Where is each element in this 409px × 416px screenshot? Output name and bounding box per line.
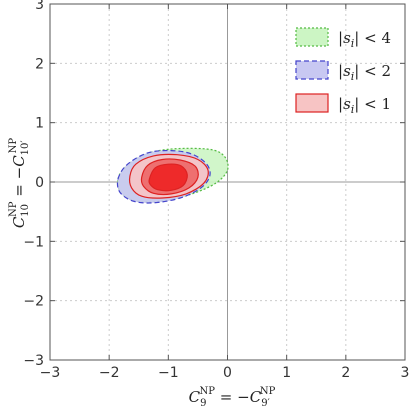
y-axis-label-sub: 10 xyxy=(20,204,31,217)
x-axis-label-rhs-sub: 9′ xyxy=(261,398,270,409)
legend-label-1: |si| < 4 xyxy=(338,29,391,50)
y-tick-label: 2 xyxy=(35,56,44,72)
contour-regions xyxy=(116,147,229,204)
zero-axes xyxy=(50,4,405,360)
legend-label-3: |si| < 1 xyxy=(338,95,391,116)
y-tick-label: 0 xyxy=(35,175,44,191)
x-axis-label-sup: NP xyxy=(200,386,216,397)
x-axis-label-rhs-main: C xyxy=(250,388,262,406)
y-axis-label-rhs-sub: 10′ xyxy=(20,140,31,156)
contour-region-3-inner xyxy=(148,163,188,192)
x-axis-label-rhs-sup: NP xyxy=(260,386,276,397)
y-axis-label-rhs-main: C xyxy=(10,155,28,167)
y-tick-label: 3 xyxy=(35,0,44,13)
y-tick-label: −2 xyxy=(23,294,44,310)
x-axis-label: C9NP = −C9′NP xyxy=(189,386,276,409)
y-tick-label: 1 xyxy=(35,116,44,132)
y-axis-label: C10NP = −C10′NP xyxy=(8,138,31,229)
x-tick-label: −3 xyxy=(40,365,61,381)
x-axis-label-sub: 9 xyxy=(200,398,206,409)
legend-swatch-3 xyxy=(295,93,329,113)
y-axis-label-sup: NP xyxy=(8,201,19,217)
x-tick-label: 2 xyxy=(341,365,350,381)
legend-swatch-2 xyxy=(295,60,329,80)
x-axis-label-main: C xyxy=(189,388,201,406)
x-tick-label: −1 xyxy=(158,365,179,381)
y-axis-label-main: C xyxy=(10,216,28,228)
x-tick-label: 0 xyxy=(223,365,232,381)
legend: |si| < 4 |si| < 2 |si| < 1 xyxy=(295,27,391,116)
y-tick-label: −3 xyxy=(23,353,44,369)
x-tick-label: 1 xyxy=(282,365,291,381)
x-tick-label: 3 xyxy=(401,365,409,381)
x-tick-label: −2 xyxy=(99,365,120,381)
legend-swatch-1 xyxy=(295,27,329,47)
legend-label-2: |si| < 2 xyxy=(338,62,391,83)
y-axis-label-rhs-sup: NP xyxy=(8,138,19,154)
ticks: −3 −2 −1 0 1 2 3 −3 −2 −1 0 1 2 3 xyxy=(23,0,409,381)
y-tick-label: −1 xyxy=(23,234,44,250)
